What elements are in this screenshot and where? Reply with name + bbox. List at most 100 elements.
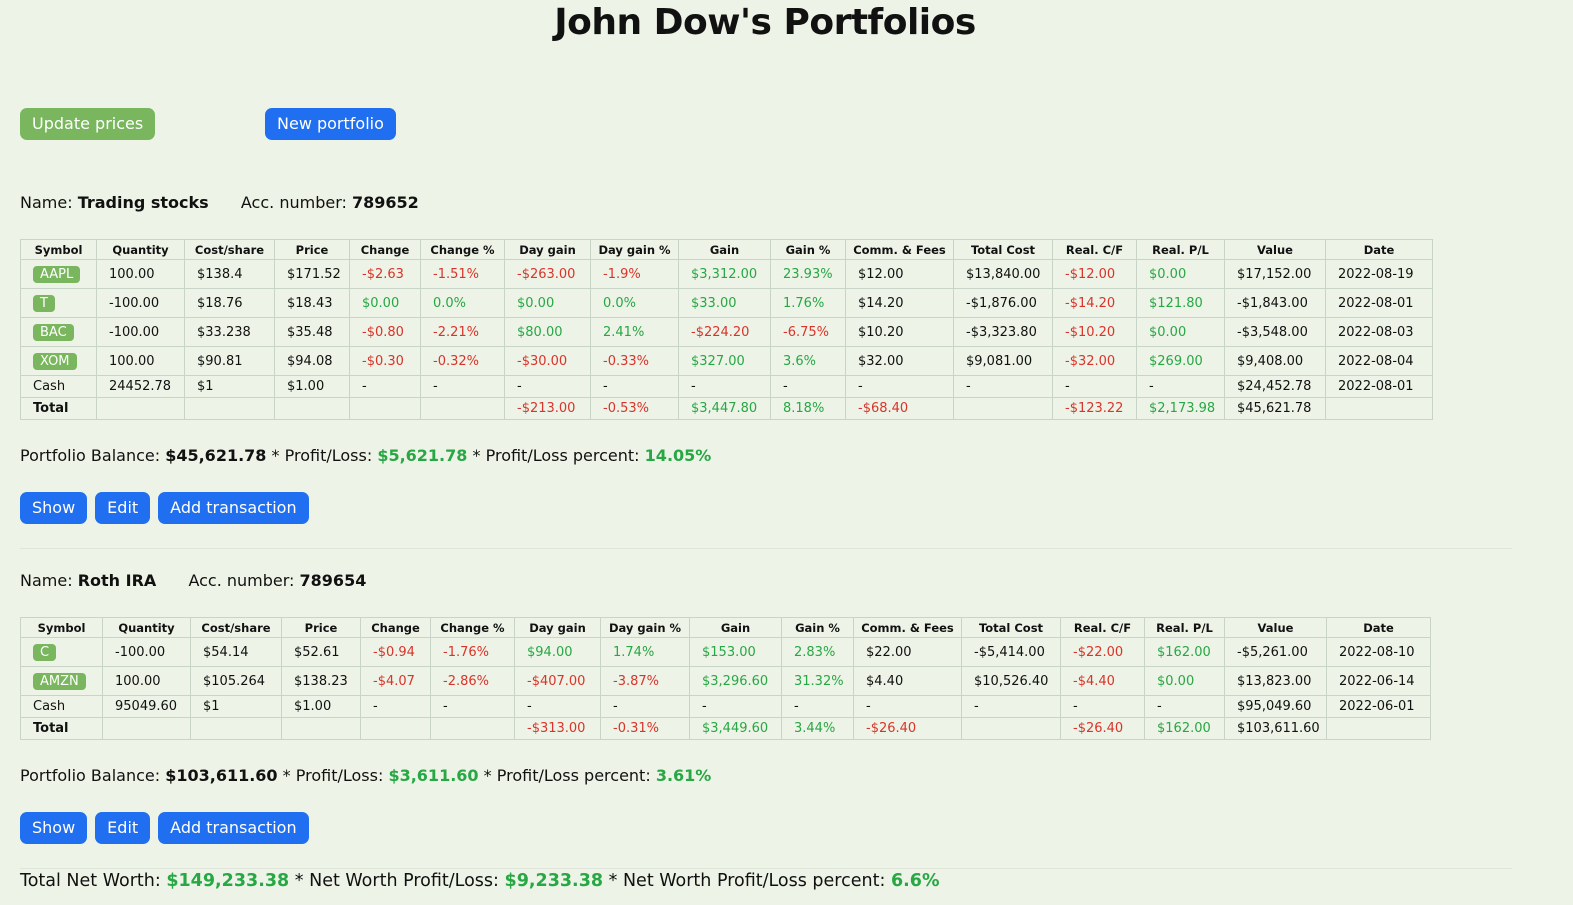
cell-change: -$4.07 [360, 666, 431, 696]
cell-price: $171.52 [274, 259, 350, 289]
cell-day-gain-pct: 0.0% [590, 288, 679, 318]
cell-real-pl: $0.00 [1136, 317, 1225, 347]
column-header-change: Change [360, 617, 431, 638]
cell-quantity: 95049.60 [102, 695, 191, 718]
cell-change-pct: -1.76% [430, 637, 515, 667]
cell-day-gain-pct: - [600, 695, 690, 718]
symbol-badge[interactable]: BAC [33, 323, 74, 341]
separator: * [271, 446, 280, 465]
cell-price: $52.61 [281, 637, 361, 667]
show-button[interactable]: Show [20, 812, 88, 844]
cell-comm-fees: $32.00 [845, 346, 954, 376]
separator: * [282, 766, 291, 785]
cell-value: $45,621.78 [1224, 397, 1326, 420]
cell-price: $1.00 [274, 375, 350, 398]
cell-change-pct: -2.21% [420, 317, 505, 347]
cell-gain: $3,312.00 [678, 259, 771, 289]
cell-day-gain: -$407.00 [514, 666, 601, 696]
cell-gain-pct: - [781, 695, 854, 718]
cell-comm-fees: $10.20 [845, 317, 954, 347]
column-header-gain: Gain [689, 617, 782, 638]
new-portfolio-button[interactable]: New portfolio [265, 108, 396, 140]
column-header-day-gain: Day gain [504, 239, 591, 260]
column-header-day-gain: Day gain [514, 617, 601, 638]
symbol-badge[interactable]: T [33, 294, 55, 312]
cell-date [1325, 397, 1433, 420]
separator: * [483, 766, 492, 785]
cell-day-gain: -$313.00 [514, 717, 601, 740]
cell-quantity: 24452.78 [96, 375, 185, 398]
cell-real-pl: $2,173.98 [1136, 397, 1225, 420]
cell-real-cf: - [1060, 695, 1145, 718]
symbol-badge[interactable]: AAPL [33, 265, 81, 283]
edit-button[interactable]: Edit [95, 812, 151, 844]
holding-row: C -100.00 $54.14 $52.61 -$0.94 -1.76% $94.00 1.… [20, 637, 1431, 667]
cell-real-pl: $0.00 [1144, 666, 1225, 696]
column-header-price: Price [274, 239, 350, 260]
cell-value: $103,611.60 [1224, 717, 1327, 740]
cell-comm-fees: $12.00 [845, 259, 954, 289]
show-button[interactable]: Show [20, 492, 88, 524]
update-prices-button[interactable]: Update prices [20, 108, 156, 140]
cell-quantity: -100.00 [96, 288, 185, 318]
total-row: Total -$213.00 -0.53% $3,447.80 8.18% -$68.40… [20, 397, 1433, 420]
add-transaction-button[interactable]: Add transaction [158, 492, 309, 524]
cell-date: 2022-06-01 [1326, 695, 1431, 718]
cell-total-cost [953, 397, 1053, 420]
cell-symbol: C [20, 637, 103, 667]
cell-comm-fees: $4.40 [853, 666, 962, 696]
cell-cost-share: $18.76 [184, 288, 275, 318]
cell-total-cost: - [961, 695, 1061, 718]
holding-row: BAC -100.00 $33.238 $35.48 -$0.80 -2.21% $80.0… [20, 317, 1433, 347]
balance-label: Portfolio Balance: [20, 766, 161, 785]
cell-quantity [102, 717, 191, 740]
acc-label: Acc. number: [188, 571, 295, 590]
cell-real-pl: $162.00 [1144, 637, 1225, 667]
cell-real-cf: -$123.22 [1052, 397, 1137, 420]
cell-gain: - [678, 375, 771, 398]
cell-comm-fees: -$26.40 [853, 717, 962, 740]
cell-real-pl: $121.80 [1136, 288, 1225, 318]
page-title: John Dow's Portfolios [554, 2, 976, 43]
cell-total-cost [961, 717, 1061, 740]
pl-label: Profit/Loss: [295, 766, 384, 785]
cell-date: 2022-08-10 [1326, 637, 1431, 667]
add-transaction-button[interactable]: Add transaction [158, 812, 309, 844]
cell-date: 2022-06-14 [1326, 666, 1431, 696]
cell-value: $24,452.78 [1224, 375, 1326, 398]
column-header-symbol: Symbol [20, 239, 97, 260]
cell-day-gain: $0.00 [504, 288, 591, 318]
column-header-total-cost: Total Cost [961, 617, 1061, 638]
cell-day-gain: - [514, 695, 601, 718]
cell-change: -$2.63 [349, 259, 421, 289]
cell-total-cost: -$3,323.80 [953, 317, 1053, 347]
pl-percent-label: Profit/Loss percent: [485, 446, 640, 465]
cell-real-cf: -$12.00 [1052, 259, 1137, 289]
symbol-badge[interactable]: AMZN [33, 672, 86, 690]
cell-real-pl: $0.00 [1136, 259, 1225, 289]
cell-date: 2022-08-01 [1325, 288, 1433, 318]
cell-gain: -$224.20 [678, 317, 771, 347]
cell-change-pct: -0.32% [420, 346, 505, 376]
cell-comm-fees: $14.20 [845, 288, 954, 318]
net-worth-pl-label: Net Worth Profit/Loss: [309, 871, 499, 891]
cell-symbol: Total [20, 397, 97, 420]
column-header-symbol: Symbol [20, 617, 103, 638]
cell-change: -$0.94 [360, 637, 431, 667]
column-header-quantity: Quantity [96, 239, 185, 260]
cell-day-gain: -$263.00 [504, 259, 591, 289]
cell-real-pl: $269.00 [1136, 346, 1225, 376]
cell-value: -$1,843.00 [1224, 288, 1326, 318]
cell-day-gain-pct: - [590, 375, 679, 398]
edit-button[interactable]: Edit [95, 492, 151, 524]
symbol-badge[interactable]: XOM [33, 352, 77, 370]
cell-gain-pct: 23.93% [770, 259, 846, 289]
cell-change: - [349, 375, 421, 398]
cell-cost-share: $33.238 [184, 317, 275, 347]
cell-day-gain: -$30.00 [504, 346, 591, 376]
cell-value: $17,152.00 [1224, 259, 1326, 289]
symbol-badge[interactable]: C [33, 643, 57, 661]
cell-price: $35.48 [274, 317, 350, 347]
acc-label: Acc. number: [240, 193, 347, 212]
cell-change-pct [420, 397, 505, 420]
